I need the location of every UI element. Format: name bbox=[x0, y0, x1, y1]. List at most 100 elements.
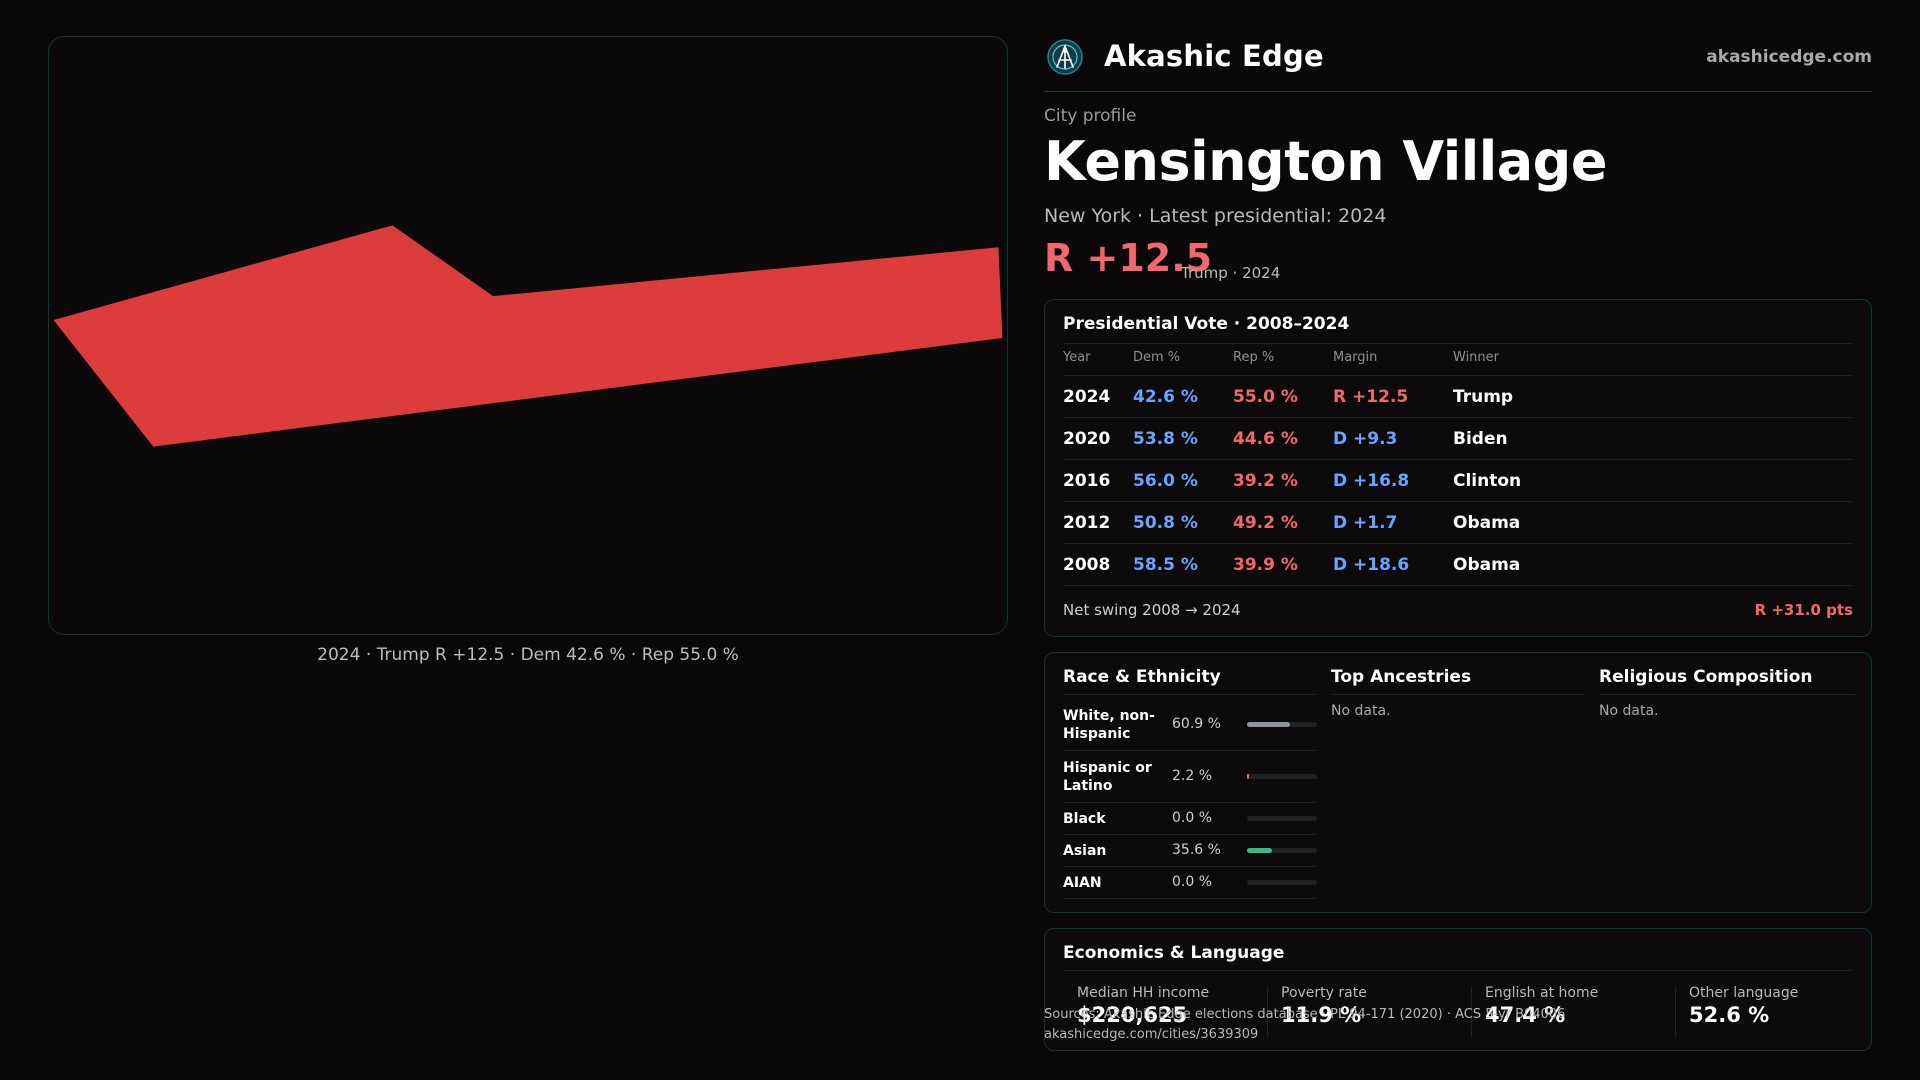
race-bar-fill bbox=[1247, 848, 1272, 853]
ancestries-title: Top Ancestries bbox=[1331, 667, 1472, 687]
race-pct: 0.0 % bbox=[1172, 874, 1213, 890]
stat-value: $220,625 bbox=[1077, 1003, 1188, 1027]
profile-kicker: City profile bbox=[1044, 106, 1137, 126]
race-ethnicity-title: Race & Ethnicity bbox=[1063, 667, 1221, 687]
stat-value: 11.9 % bbox=[1281, 1003, 1362, 1027]
map-caption: 2024 · Trump R +12.5 · Dem 42.6 % · Rep … bbox=[317, 645, 739, 665]
row-margin: D +9.3 bbox=[1333, 429, 1398, 449]
brand-name[interactable]: Akashic Edge bbox=[1104, 39, 1324, 73]
page-title: Kensington Village bbox=[1044, 130, 1607, 193]
row-rep-pct: 55.0 % bbox=[1233, 387, 1298, 407]
row-rep-pct: 44.6 % bbox=[1233, 429, 1298, 449]
ancestries-empty: No data. bbox=[1331, 703, 1391, 719]
source-note: Sources: Akashic Edge elections database… bbox=[1044, 1005, 1565, 1045]
divider bbox=[1063, 970, 1853, 971]
net-swing-label: Net swing 2008 → 2024 bbox=[1063, 601, 1241, 619]
row-winner: Biden bbox=[1453, 429, 1508, 449]
divider bbox=[1675, 987, 1676, 1037]
row-winner: Clinton bbox=[1453, 471, 1522, 491]
net-swing-value: R +31.0 pts bbox=[1754, 601, 1853, 619]
race-pct: 60.9 % bbox=[1172, 716, 1221, 732]
row-margin: D +16.8 bbox=[1333, 471, 1410, 491]
race-bar-fill bbox=[1247, 774, 1249, 779]
table-row[interactable]: 2016 56.0 % 39.2 % D +16.8 Clinton bbox=[1063, 460, 1853, 502]
row-dem-pct: 53.8 % bbox=[1133, 429, 1198, 449]
city-boundary-map[interactable] bbox=[49, 37, 1007, 634]
row-year: 2016 bbox=[1063, 471, 1111, 491]
source-line: Sources: Akashic Edge elections database… bbox=[1044, 1007, 1566, 1022]
race-label: AIAN bbox=[1063, 875, 1102, 891]
stat-value: 52.6 % bbox=[1689, 1003, 1770, 1027]
row-winner: Obama bbox=[1453, 513, 1521, 533]
table-row[interactable]: 2024 42.6 % 55.0 % R +12.5 Trump bbox=[1063, 376, 1853, 418]
presidential-vote-card: Presidential Vote · 2008–2024 Year Dem %… bbox=[1044, 299, 1872, 637]
row-dem-pct: 58.5 % bbox=[1133, 555, 1198, 575]
race-label: Black bbox=[1063, 811, 1106, 827]
row-dem-pct: 42.6 % bbox=[1133, 387, 1198, 407]
row-year: 2012 bbox=[1063, 513, 1111, 533]
race-bar bbox=[1247, 880, 1317, 885]
race-bar-fill bbox=[1247, 722, 1290, 727]
race-row: White, non-Hispanic 60.9 % bbox=[1063, 703, 1317, 751]
stat-label: Other language bbox=[1689, 985, 1799, 1001]
divider bbox=[1063, 343, 1853, 344]
col-header-margin: Margin bbox=[1333, 350, 1378, 365]
site-link[interactable]: akashicedge.com bbox=[1706, 47, 1872, 67]
race-pct: 2.2 % bbox=[1172, 768, 1213, 784]
row-dem-pct: 56.0 % bbox=[1133, 471, 1198, 491]
row-rep-pct: 39.2 % bbox=[1233, 471, 1298, 491]
race-row: Asian 35.6 % bbox=[1063, 835, 1317, 867]
col-header-rep: Rep % bbox=[1233, 350, 1275, 365]
row-margin: D +18.6 bbox=[1333, 555, 1410, 575]
city-boundary-shape[interactable] bbox=[53, 225, 1003, 447]
latest-margin-detail: Trump · 2024 bbox=[1181, 264, 1281, 282]
race-row: Black 0.0 % bbox=[1063, 803, 1317, 835]
col-header-dem: Dem % bbox=[1133, 350, 1181, 365]
source-url[interactable]: akashicedge.com/cities/3639309 bbox=[1044, 1027, 1259, 1042]
stat-label: English at home bbox=[1485, 985, 1599, 1001]
row-winner: Trump bbox=[1453, 387, 1514, 407]
col-header-year: Year bbox=[1063, 350, 1091, 365]
religion-empty: No data. bbox=[1599, 703, 1659, 719]
divider bbox=[1471, 987, 1472, 1037]
row-margin: D +1.7 bbox=[1333, 513, 1398, 533]
race-row: Hispanic or Latino 2.2 % bbox=[1063, 751, 1317, 803]
table-row[interactable]: 2012 50.8 % 49.2 % D +1.7 Obama bbox=[1063, 502, 1853, 544]
economics-card: Economics & Language Median HH income $2… bbox=[1044, 928, 1872, 1051]
race-bar bbox=[1247, 848, 1317, 853]
stat-label: Median HH income bbox=[1077, 985, 1210, 1001]
table-row[interactable]: 2020 53.8 % 44.6 % D +9.3 Biden bbox=[1063, 418, 1853, 460]
row-winner: Obama bbox=[1453, 555, 1521, 575]
religion-title: Religious Composition bbox=[1599, 667, 1813, 687]
demographics-card: Race & Ethnicity White, non-Hispanic 60.… bbox=[1044, 652, 1872, 913]
race-label: Hispanic or Latino bbox=[1063, 760, 1152, 794]
stat-label: Poverty rate bbox=[1281, 985, 1367, 1001]
race-label: White, non-Hispanic bbox=[1063, 708, 1155, 742]
row-margin: R +12.5 bbox=[1333, 387, 1409, 407]
row-year: 2008 bbox=[1063, 555, 1111, 575]
divider bbox=[1331, 694, 1585, 695]
profile-column: Akashic Edge akashicedge.com City profil… bbox=[1044, 0, 1872, 1080]
economics-title: Economics & Language bbox=[1063, 943, 1285, 963]
profile-subline: New York · Latest presidential: 2024 bbox=[1044, 205, 1387, 227]
row-rep-pct: 49.2 % bbox=[1233, 513, 1298, 533]
row-rep-pct: 39.9 % bbox=[1233, 555, 1298, 575]
table-row[interactable]: 2008 58.5 % 39.9 % D +18.6 Obama bbox=[1063, 544, 1853, 586]
header: Akashic Edge akashicedge.com bbox=[1044, 36, 1872, 92]
map-panel[interactable] bbox=[48, 36, 1008, 635]
divider bbox=[1599, 694, 1855, 695]
race-label: Asian bbox=[1063, 843, 1107, 859]
divider bbox=[1063, 694, 1317, 695]
race-bar bbox=[1247, 722, 1317, 727]
race-bar bbox=[1247, 816, 1317, 821]
divider bbox=[1267, 987, 1268, 1037]
race-row: AIAN 0.0 % bbox=[1063, 867, 1317, 899]
vote-card-title: Presidential Vote · 2008–2024 bbox=[1063, 314, 1350, 334]
stat-value: 47.4 % bbox=[1485, 1003, 1566, 1027]
race-pct: 0.0 % bbox=[1172, 810, 1213, 826]
race-pct: 35.6 % bbox=[1172, 842, 1221, 858]
col-header-winner: Winner bbox=[1453, 350, 1500, 365]
row-dem-pct: 50.8 % bbox=[1133, 513, 1198, 533]
latest-margin: R +12.5 bbox=[1044, 236, 1213, 280]
row-year: 2024 bbox=[1063, 387, 1111, 407]
